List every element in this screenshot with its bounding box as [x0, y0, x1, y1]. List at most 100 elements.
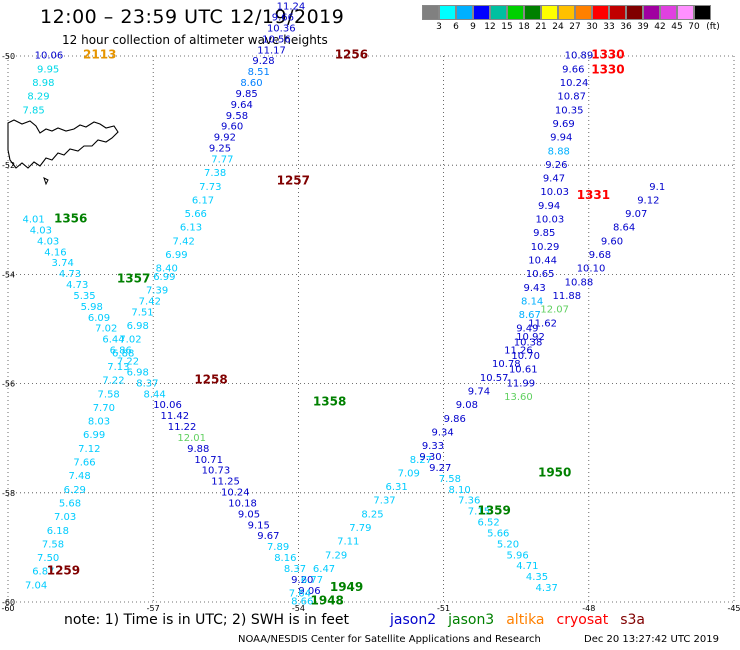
wave-height-value: 4.01: [23, 215, 45, 226]
wave-height-value: 9.49: [516, 324, 538, 335]
wave-height-value: 11.42: [160, 411, 189, 422]
color-swatch: [473, 5, 490, 20]
x-axis-label: -57: [147, 604, 160, 613]
wave-height-value: 8.67: [519, 310, 541, 321]
color-scale-tick: 42: [654, 22, 666, 32]
wave-height-value: 6.86: [110, 346, 132, 357]
wave-height-value: 7.03: [54, 512, 76, 523]
wave-height-value: 10.87: [557, 92, 586, 103]
page-title: 12:00 – 23:59 UTC 12/19/2019: [40, 6, 345, 28]
pass-time-label: 1359: [477, 504, 510, 518]
y-axis-label: -50: [2, 52, 15, 61]
pass-time-label: 1949: [330, 580, 363, 594]
wave-height-value: 11.26: [504, 346, 533, 357]
wave-height-value: 6.77: [301, 575, 323, 586]
wave-height-value: 9.67: [257, 531, 279, 542]
wave-height-value: 9.08: [456, 400, 478, 411]
x-axis-label: -51: [437, 604, 450, 613]
wave-height-value: 10.73: [202, 466, 231, 477]
wave-height-value: 10.44: [528, 255, 557, 266]
wave-height-value: 10.03: [540, 187, 569, 198]
satellite-altika: altika: [506, 612, 545, 628]
wave-height-value: 8.88: [548, 146, 570, 157]
wave-height-value: 12.01: [177, 433, 206, 444]
wave-height-value: 9.85: [235, 89, 257, 100]
pass-time-label: 1256: [335, 48, 368, 62]
wave-height-value: 6.31: [386, 482, 408, 493]
wave-height-value: 9.27: [429, 463, 451, 474]
color-scale-tick: 15: [501, 22, 513, 32]
wave-height-value: 7.11: [337, 537, 359, 548]
wave-height-value: 9.47: [543, 174, 565, 185]
x-axis-label: -45: [727, 604, 740, 613]
y-axis-label: -58: [2, 489, 15, 498]
wave-height-value: 7.73: [199, 182, 221, 193]
wave-height-value: 7.85: [23, 105, 45, 116]
wave-height-value: 9.60: [221, 122, 243, 133]
timestamp-text: Dec 20 13:27:42 UTC 2019: [584, 634, 719, 645]
wave-height-value: 4.03: [30, 225, 52, 236]
wave-height-value: 4.16: [44, 247, 66, 258]
pass-time-label: 1950: [538, 465, 571, 479]
wave-height-value: 7.22: [117, 356, 139, 367]
wave-height-value: 6.99: [165, 250, 187, 261]
wave-height-value: 7.70: [93, 403, 115, 414]
wave-height-value: 10.56: [262, 34, 291, 45]
falkland-islands-outline: [7, 119, 119, 169]
wave-height-value: 6.99: [83, 430, 105, 441]
color-swatch: [507, 5, 524, 20]
wave-height-value: 10.65: [526, 269, 555, 280]
pass-time-label: 1358: [313, 394, 346, 408]
wave-height-value: 7.04: [25, 580, 47, 591]
wave-height-value: 6.98: [127, 367, 149, 378]
wave-height-value: 7.15: [468, 507, 490, 518]
wave-height-value: 7.36: [458, 496, 480, 507]
color-scale-tick: 39: [637, 22, 649, 32]
color-swatch: [643, 5, 660, 20]
wave-height-value: 9.15: [248, 520, 270, 531]
wave-height-value: 10.36: [267, 23, 296, 34]
wave-height-value: 6.98: [127, 321, 149, 332]
wave-height-value: 7.79: [349, 523, 371, 534]
wave-height-value: 9.95: [37, 64, 59, 75]
wave-height-value: 5.35: [73, 291, 95, 302]
wave-height-value: 8.64: [613, 223, 635, 234]
wave-height-value: 7.58: [439, 474, 461, 485]
pass-time-label: 1356: [54, 212, 87, 226]
wave-height-value: 9.28: [252, 56, 274, 67]
wave-height-value: 4.03: [37, 236, 59, 247]
color-swatch: [677, 5, 694, 20]
color-swatch: [694, 5, 711, 20]
wave-height-value: 8.10: [448, 485, 470, 496]
wave-height-value: 4.73: [66, 280, 88, 291]
wave-height-value: 7.42: [139, 296, 161, 307]
wave-height-value: 13.60: [504, 392, 533, 403]
wave-height-value: 7.02: [95, 324, 117, 335]
footnote-text: note: 1) Time is in UTC; 2) SWH is in fe…: [64, 612, 350, 628]
wave-height-value: 9.33: [422, 441, 444, 452]
wave-height-value: 9.30: [419, 452, 441, 463]
credit-text: NOAA/NESDIS Center for Satellite Applica…: [238, 634, 541, 645]
wave-height-value: 7.50: [37, 553, 59, 564]
satellite-cryosat: cryosat: [556, 612, 609, 628]
wave-height-value: 9.06: [298, 586, 320, 597]
wave-height-value: 7.22: [102, 376, 124, 387]
wave-height-value: 9.60: [601, 236, 623, 247]
wave-height-value: 9.88: [187, 444, 209, 455]
color-scale-tick: 12: [484, 22, 496, 32]
wave-height-value: 9.64: [231, 100, 253, 111]
color-scale-tick: 33: [603, 22, 615, 32]
satellite-legend: jason2 jason3 altika cryosat s3a: [390, 612, 657, 628]
wave-height-value: 6.99: [153, 272, 175, 283]
wave-height-value: 7.51: [131, 307, 153, 318]
color-swatch: [575, 5, 592, 20]
wave-height-value: 7.66: [73, 458, 95, 469]
pass-time-label: 1330: [591, 62, 624, 76]
wave-height-value: 5.96: [507, 550, 529, 561]
wave-height-value: 6.47: [313, 564, 335, 575]
wave-height-value: 7.13: [107, 362, 129, 373]
wave-height-value: 4.35: [526, 572, 548, 583]
color-scale-tick: 27: [569, 22, 581, 32]
wave-height-value: 4.71: [516, 561, 538, 572]
